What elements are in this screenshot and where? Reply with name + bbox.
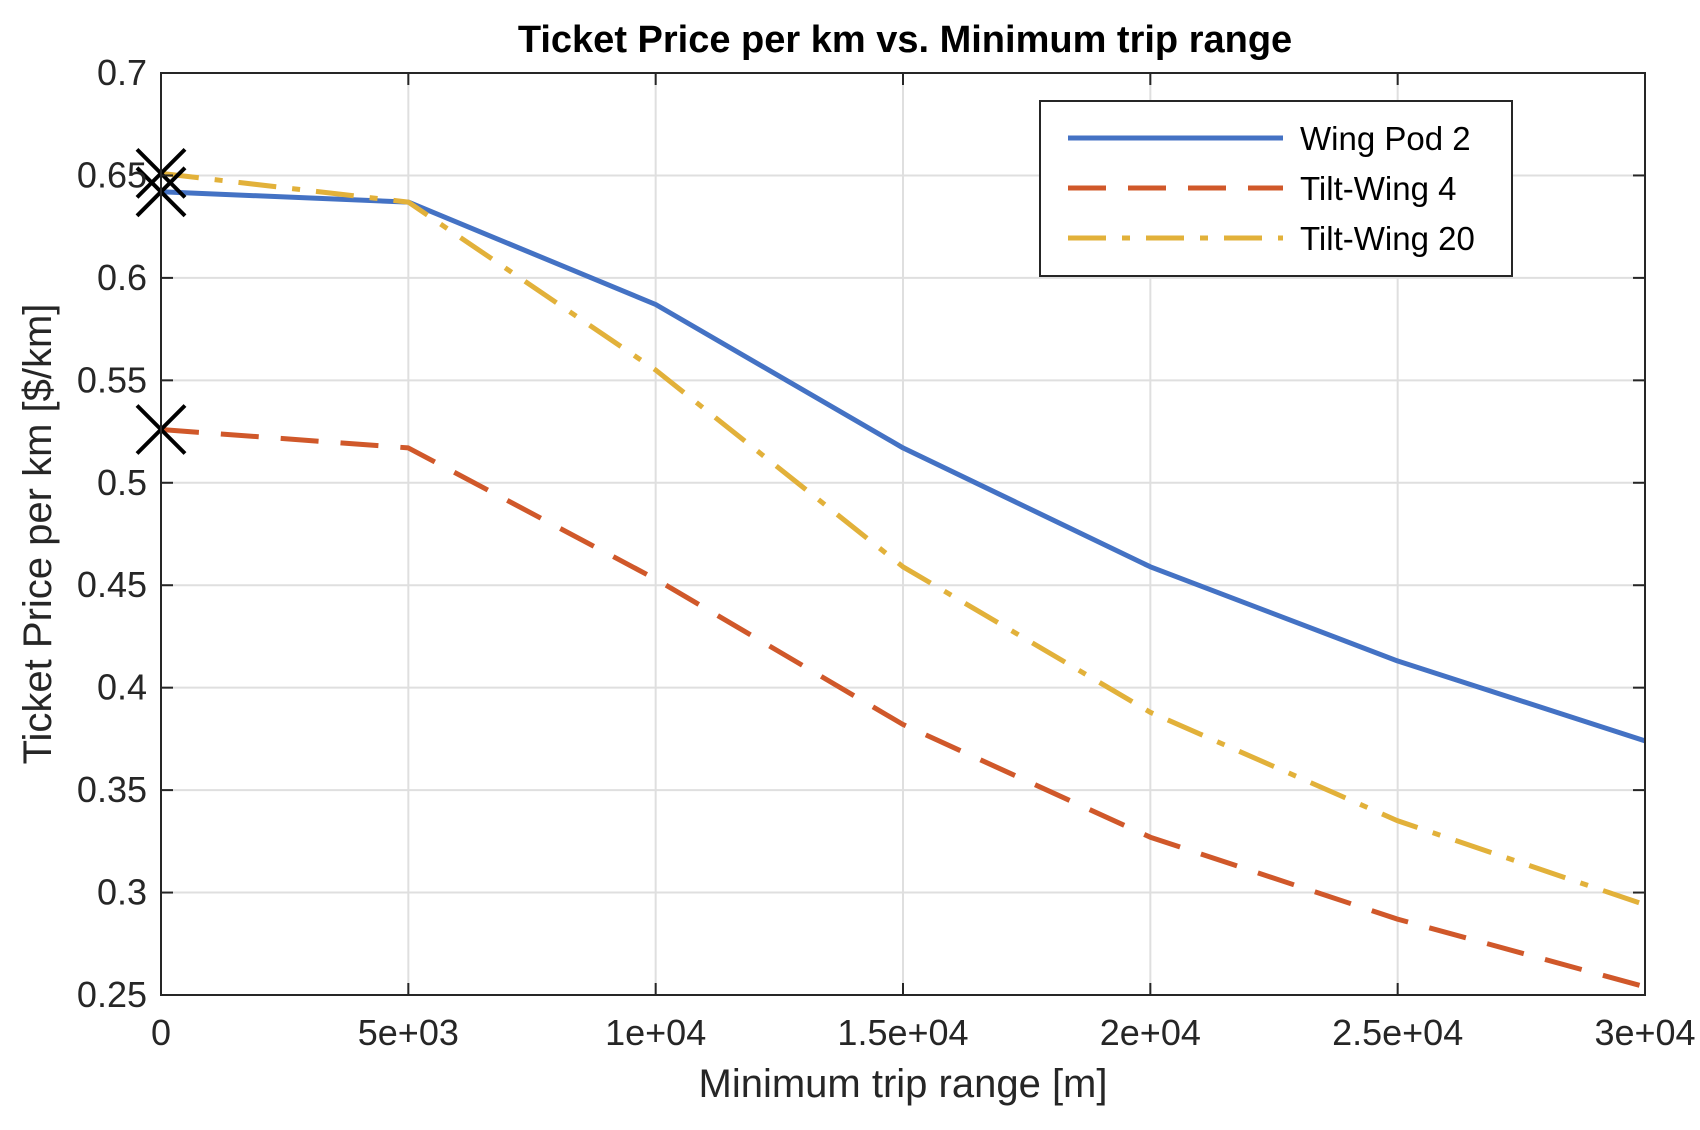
- x-tick-label: 0: [151, 1012, 171, 1053]
- x-tick-label: 1.5e+04: [837, 1012, 968, 1053]
- y-tick-label: 0.55: [77, 359, 147, 400]
- y-axis-label: Ticket Price per km [$/km]: [16, 304, 60, 765]
- legend: Wing Pod 2 Tilt-Wing 4 Tilt-Wing 20: [1039, 100, 1513, 277]
- y-tick-label: 0.4: [97, 667, 147, 708]
- y-tick-label: 0.35: [77, 769, 147, 810]
- series-line-tilt-wing-20: [160, 170, 1646, 908]
- x-tick-label: 2.5e+04: [1332, 1012, 1463, 1053]
- series-layer: [160, 170, 1646, 990]
- series-line-tilt-wing-4: [160, 427, 1646, 990]
- legend-label: Wing Pod 2: [1300, 120, 1471, 157]
- y-tick-label: 0.45: [77, 564, 147, 605]
- legend-label: Tilt-Wing 4: [1300, 170, 1456, 207]
- x-axis-ticks: 0 5e+03 1e+04 1.5e+04 2e+04 2.5e+04 3e+04: [151, 73, 1696, 1053]
- y-tick-label: 0.3: [97, 872, 147, 913]
- x-tick-label: 2e+04: [1100, 1012, 1201, 1053]
- x-axis-label: Minimum trip range [m]: [699, 1062, 1108, 1106]
- legend-label: Tilt-Wing 20: [1300, 220, 1475, 257]
- y-tick-label: 0.5: [97, 462, 147, 503]
- chart-title: Ticket Price per km vs. Minimum trip ran…: [518, 19, 1292, 61]
- x-tick-label: 3e+04: [1594, 1012, 1695, 1053]
- y-tick-label: 0.6: [97, 257, 147, 298]
- y-tick-label: 0.7: [97, 52, 147, 93]
- y-axis-ticks: 0.25 0.3 0.35 0.4 0.45 0.5 0.55 0.6 0.65 0.7: [77, 52, 1645, 1015]
- y-tick-label: 0.25: [77, 974, 147, 1015]
- y-tick-label: 0.65: [77, 154, 147, 195]
- x-tick-label: 1e+04: [605, 1012, 706, 1053]
- x-tick-label: 5e+03: [358, 1012, 459, 1053]
